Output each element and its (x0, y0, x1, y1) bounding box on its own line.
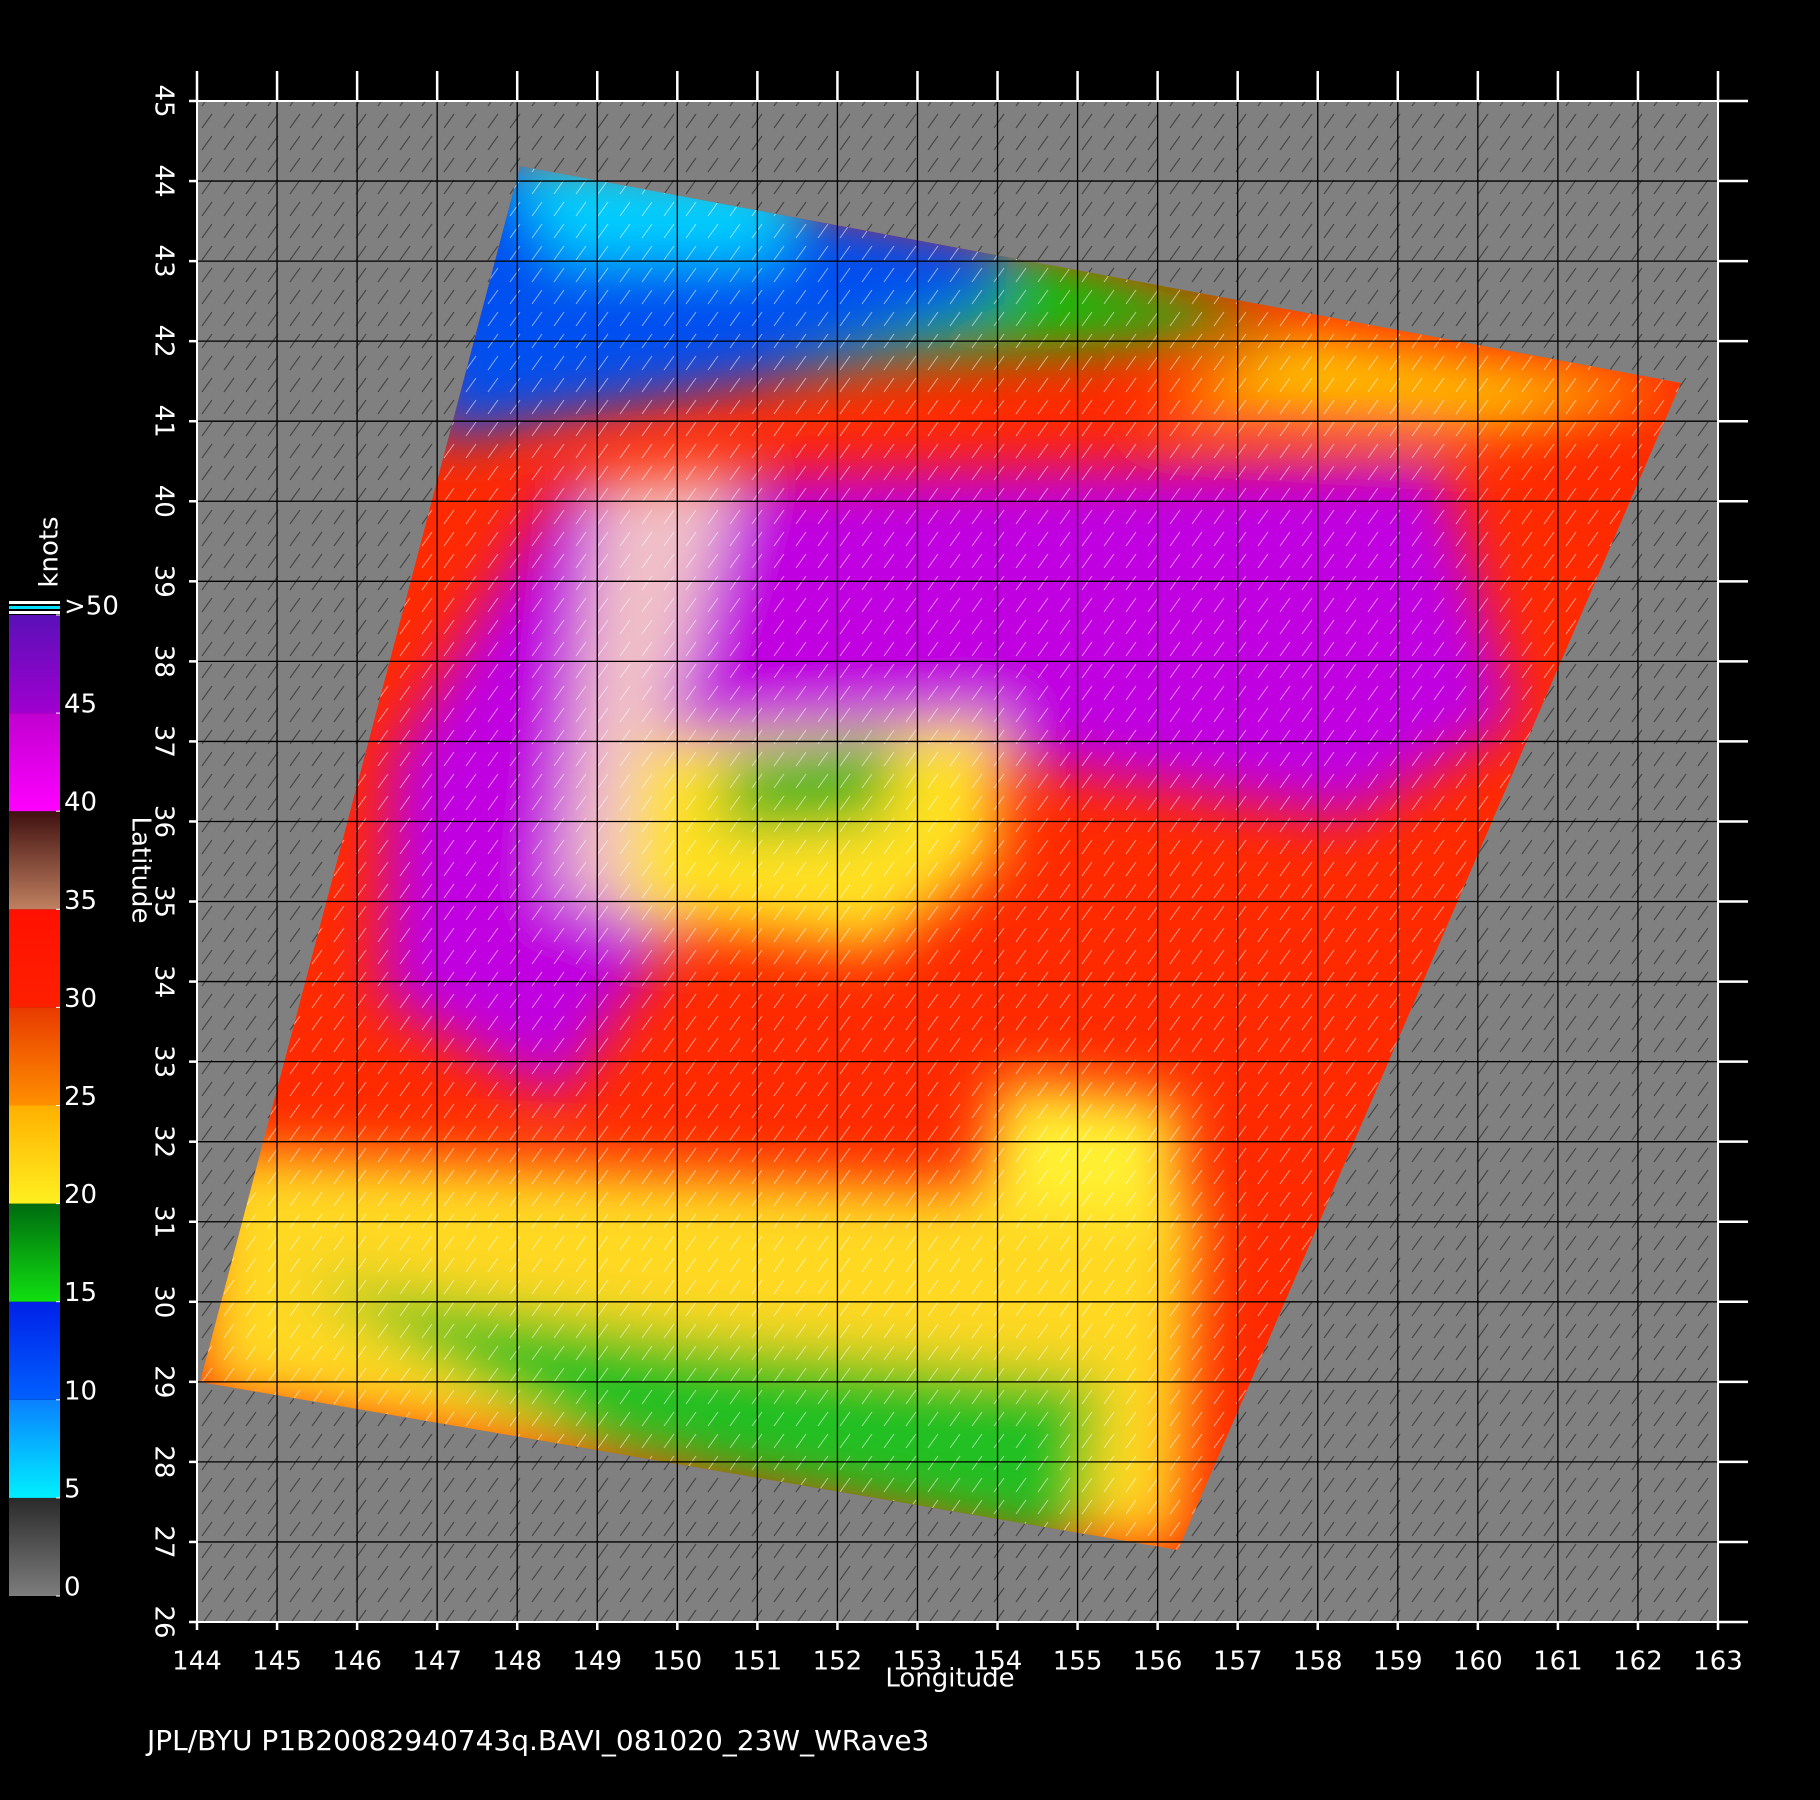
y-tick-label: 28 (149, 1445, 179, 1478)
x-tick-label: 152 (813, 1647, 863, 1677)
x-tick-label: 147 (412, 1647, 462, 1677)
colorbar-label: 20 (64, 1180, 97, 1210)
colorbar-label: 45 (64, 690, 97, 720)
x-tick-label: 154 (973, 1647, 1023, 1677)
color-band (9, 811, 60, 910)
colorbar-label: 10 (64, 1376, 97, 1406)
x-tick-label: 155 (1053, 1647, 1103, 1677)
x-tick-label: 157 (1213, 1647, 1263, 1677)
y-tick-label: 36 (149, 805, 179, 838)
x-tick-label: 162 (1613, 1647, 1663, 1677)
y-tick-label: 27 (149, 1525, 179, 1558)
x-tick-label: 149 (572, 1647, 622, 1677)
y-tick-label: 32 (149, 1125, 179, 1158)
color-band (9, 1497, 60, 1596)
x-tick-label: 151 (733, 1647, 783, 1677)
color-band (9, 1301, 60, 1400)
y-tick-label: 34 (149, 965, 179, 998)
x-tick-label: 144 (172, 1647, 222, 1677)
color-band (9, 1105, 60, 1204)
color-band (9, 615, 60, 714)
colorbar-title: knots (35, 516, 65, 587)
x-tick-label: 156 (1133, 1647, 1183, 1677)
y-tick-label: 26 (149, 1605, 179, 1638)
colorbar-label: 30 (64, 984, 97, 1014)
x-tick-label: 145 (252, 1647, 302, 1677)
colorbar-cap (9, 601, 60, 604)
y-tick-label: 31 (149, 1205, 179, 1238)
plot-frame (196, 100, 1719, 1623)
x-tick-label: 153 (893, 1647, 943, 1677)
x-tick-label: 158 (1293, 1647, 1343, 1677)
x-tick-label: 161 (1533, 1647, 1583, 1677)
y-tick-label: 30 (149, 1285, 179, 1318)
colorbar-cap (9, 611, 60, 614)
footer: JPL/BYU P1B20082940743q.BAVI_081020_23W_… (145, 1724, 929, 1757)
y-tick-label: 39 (149, 565, 179, 598)
x-tick-label: 160 (1453, 1647, 1503, 1677)
y-axis-label: Latitude (126, 816, 156, 923)
y-tick-label: 40 (148, 485, 178, 518)
colorbar-label: 25 (64, 1082, 97, 1112)
colorbar-label: 35 (64, 886, 97, 916)
colorbar-label: >50 (64, 592, 119, 622)
y-tick-label: 33 (149, 1045, 179, 1078)
x-tick-label: 146 (332, 1647, 382, 1677)
y-tick-label: 38 (149, 645, 179, 678)
y-tick-label: 44 (149, 165, 179, 198)
colorbar-label: 5 (64, 1474, 81, 1504)
colorbar-label: 40 (64, 788, 97, 818)
colorbar-label: 15 (64, 1278, 97, 1308)
y-tick-label: 41 (149, 405, 179, 438)
x-axis-label: Longitude (885, 1664, 1014, 1694)
y-tick-label: 37 (149, 725, 179, 758)
x-tick-label: 163 (1693, 1647, 1743, 1677)
x-tick-label: 159 (1373, 1647, 1423, 1677)
x-tick-label: 148 (492, 1647, 542, 1677)
y-tick-label: 29 (149, 1365, 179, 1398)
color-band (9, 1203, 60, 1302)
color-band (9, 713, 60, 812)
y-tick-label: 42 (149, 325, 179, 358)
color-band (9, 909, 60, 1008)
colorbar-label: 0 (64, 1573, 81, 1603)
colorbar-cap (9, 606, 60, 609)
color-band (9, 1007, 60, 1106)
color-band (9, 1399, 60, 1498)
y-tick-label: 43 (149, 245, 179, 278)
x-tick-label: 150 (652, 1647, 702, 1677)
y-tick-label: 35 (149, 885, 179, 918)
y-tick-label: 45 (149, 84, 179, 117)
